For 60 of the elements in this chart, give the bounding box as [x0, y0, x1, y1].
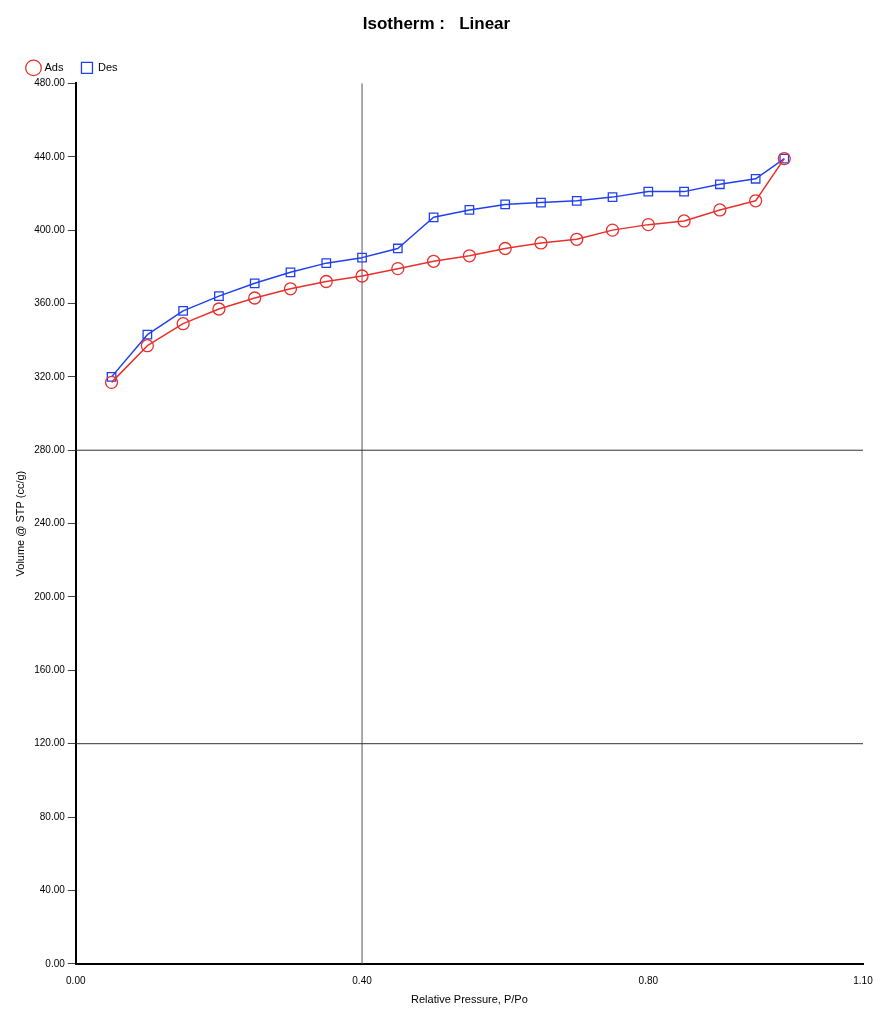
- y-tick-label: 440.00: [34, 150, 66, 162]
- point: [679, 186, 689, 197]
- point: [426, 254, 441, 268]
- legend-label: Ads: [44, 60, 64, 73]
- y-tick-label: 360.00: [34, 297, 66, 309]
- y-axis-title: Volume @ STP (cc/g): [13, 470, 26, 577]
- point: [534, 236, 548, 250]
- y-tick-label: 400.00: [34, 223, 66, 235]
- point: [570, 232, 584, 246]
- point: [500, 199, 511, 210]
- point: [285, 267, 296, 278]
- y-tick-label: 200.00: [34, 590, 66, 602]
- point: [605, 223, 620, 237]
- point: [142, 329, 153, 340]
- point: [321, 258, 332, 269]
- point: [428, 212, 439, 223]
- legend-label: Des: [97, 60, 119, 73]
- x-tick-label: 1.10: [853, 974, 874, 986]
- point: [536, 197, 546, 208]
- y-tick-label: 160.00: [34, 664, 66, 676]
- point: [140, 339, 154, 353]
- point: [355, 269, 369, 283]
- point: [357, 252, 367, 263]
- y-tick-label: 240.00: [34, 517, 66, 529]
- point: [607, 192, 618, 203]
- point: [749, 194, 763, 208]
- point: [464, 205, 475, 215]
- y-tick-label: 0.00: [45, 957, 66, 969]
- chart-title: Isotherm : Linear: [362, 13, 511, 33]
- y-tick-label: 120.00: [34, 737, 66, 749]
- point: [643, 186, 654, 197]
- point: [319, 274, 333, 289]
- point: [462, 249, 477, 263]
- y-tick-label: 280.00: [34, 443, 66, 455]
- point: [248, 291, 262, 305]
- point: [641, 217, 655, 232]
- point: [714, 179, 725, 190]
- point: [106, 371, 117, 382]
- y-tick-label: 80.00: [39, 810, 66, 822]
- point: [214, 291, 224, 302]
- point: [677, 214, 691, 228]
- y-tick-label: 480.00: [34, 77, 66, 89]
- x-axis-title: Relative Pressure, P/Po: [411, 993, 528, 1006]
- point: [176, 317, 190, 331]
- x-tick-label: 0.00: [66, 974, 86, 986]
- point: [391, 262, 405, 276]
- point: [713, 203, 727, 217]
- point: [750, 173, 761, 184]
- point: [498, 241, 512, 256]
- point: [283, 282, 298, 296]
- point: [392, 243, 403, 254]
- y-tick-label: 40.00: [39, 884, 66, 896]
- point: [571, 195, 582, 206]
- point: [212, 302, 226, 316]
- x-tick-label: 0.80: [638, 974, 659, 986]
- point: [249, 278, 260, 289]
- x-tick-label: 0.40: [352, 974, 373, 986]
- point: [104, 375, 119, 390]
- point: [178, 305, 189, 316]
- y-tick-label: 320.00: [34, 370, 66, 382]
